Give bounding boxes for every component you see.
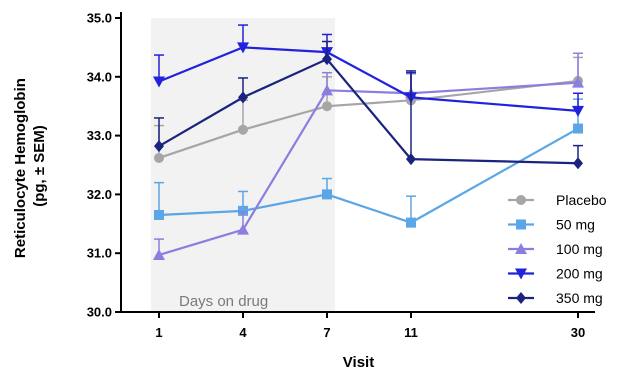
y-axis-title: Reticulocyte Hemoglobin (pg, ± SEM) xyxy=(12,74,48,258)
legend-label: Placebo xyxy=(556,192,607,208)
y-axis-title-line1: Reticulocyte Hemoglobin xyxy=(12,78,29,258)
series-50-mg xyxy=(154,98,583,228)
y-tick-label: 33.0 xyxy=(87,128,112,143)
y-tick-label: 35.0 xyxy=(87,11,112,26)
legend-item: 350 mg xyxy=(508,290,603,306)
legend-item: 200 mg xyxy=(508,266,603,282)
y-axis-title-line2: (pg, ± SEM) xyxy=(31,125,48,207)
legend-label: 350 mg xyxy=(556,290,603,306)
data-point xyxy=(154,140,164,153)
data-point xyxy=(153,76,165,88)
series-layer xyxy=(153,24,584,260)
data-point xyxy=(406,217,416,228)
legend-label: 50 mg xyxy=(556,217,595,233)
days-on-drug-label: Days on drug xyxy=(179,293,268,310)
series-350-mg xyxy=(154,40,583,170)
legend-item: 50 mg xyxy=(508,217,595,233)
legend-label: 200 mg xyxy=(556,266,603,282)
data-point xyxy=(238,124,248,135)
legend-item: Placebo xyxy=(508,192,607,208)
data-point xyxy=(322,53,332,66)
y-axis-ticks: 30.0 31.0 32.0 33.0 34.0 35.0 xyxy=(87,11,121,320)
y-tick-label: 31.0 xyxy=(87,246,112,261)
x-tick-label: 11 xyxy=(404,325,418,340)
data-point xyxy=(237,42,249,54)
legend-marker xyxy=(515,268,527,280)
x-axis-ticks: 1 4 7 11 30 xyxy=(155,312,585,340)
data-point xyxy=(153,248,165,260)
data-point xyxy=(238,205,248,216)
x-tick-label: 30 xyxy=(571,325,585,340)
x-axis-title: Visit xyxy=(343,354,374,371)
data-point xyxy=(154,152,164,163)
legend-marker xyxy=(516,219,526,230)
x-tick-label: 7 xyxy=(323,325,330,340)
legend-marker xyxy=(516,195,526,205)
data-point xyxy=(406,153,416,166)
y-tick-label: 32.0 xyxy=(87,187,112,202)
legend-item: 100 mg xyxy=(508,241,603,257)
legend: Placebo 50 mg 100 mg 200 mg 350 mg xyxy=(508,192,607,306)
data-point xyxy=(321,84,333,96)
days-on-drug-region xyxy=(151,18,335,312)
data-point xyxy=(572,76,584,88)
data-point xyxy=(322,189,332,200)
data-point xyxy=(154,209,164,220)
data-point xyxy=(573,157,583,170)
y-tick-label: 30.0 xyxy=(87,305,112,320)
x-tick-label: 4 xyxy=(239,325,247,340)
data-point xyxy=(238,91,248,104)
data-point xyxy=(322,101,332,112)
y-tick-label: 34.0 xyxy=(87,69,112,84)
legend-marker xyxy=(515,243,527,254)
legend-marker xyxy=(516,292,526,304)
data-point xyxy=(572,105,584,117)
data-point xyxy=(573,123,583,134)
data-point xyxy=(237,223,249,235)
legend-label: 100 mg xyxy=(556,241,603,257)
x-tick-label: 1 xyxy=(155,325,162,340)
